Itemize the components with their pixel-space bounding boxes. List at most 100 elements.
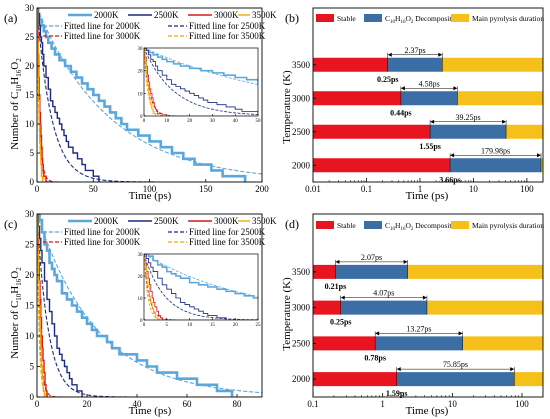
inset-fit-line <box>144 254 258 320</box>
y-tick-label: 20 <box>25 61 35 71</box>
duration-label: 13.27ps <box>406 324 431 333</box>
y-tick-label: 2000 <box>292 160 311 170</box>
stable-bar <box>313 264 336 279</box>
panel-d: (d) 2.07ps 0.21ps 3500 4.07ps 0.25ps 3000 13.2… <box>281 213 544 417</box>
x-tick-label: 40 <box>133 399 143 409</box>
inset-series-line <box>144 48 258 115</box>
stable-time-label: 0.78ps <box>364 353 386 362</box>
inset-x-tick-label: 50 <box>256 119 262 124</box>
remaining-bar <box>514 372 543 387</box>
legend-label: Fitted line for 3500K <box>189 237 266 247</box>
duration-label: 75.85ps <box>443 360 468 369</box>
legend-label: 2500K <box>154 10 179 20</box>
inset-y-tick-label: 20 <box>138 275 144 280</box>
series-line <box>37 214 46 397</box>
legend-label: Fitted line for 2000K <box>64 227 141 237</box>
y-tick-label: 25 <box>25 240 35 250</box>
remaining-bar <box>462 336 543 351</box>
inset-x-tick-label: 0 <box>143 323 146 328</box>
inset-fit-line <box>144 254 258 320</box>
y-tick-label: 10 <box>25 119 35 129</box>
series-line <box>37 8 247 182</box>
inset-y-tick-label: 0 <box>140 115 143 120</box>
arrow-head <box>438 52 443 57</box>
stable-time-label: 0.44ps <box>390 108 412 117</box>
y-tick-label: 30 <box>25 209 35 219</box>
legend-label: C10H16O2 Decomposition <box>385 14 461 25</box>
inset-fit-line <box>144 254 258 298</box>
stable-time-label: 3.66ps <box>439 175 461 184</box>
inset-series-line <box>144 48 156 116</box>
x-tick-label: 150 <box>199 184 213 194</box>
stable-bar <box>313 91 401 106</box>
y-tick-label: 0 <box>30 392 35 402</box>
panel-label: (a) <box>4 11 17 25</box>
arrow-head <box>340 295 345 300</box>
arrow-head <box>387 52 392 57</box>
legend-label: Main pyrolysis duration <box>472 221 544 230</box>
arrow-head <box>335 259 340 264</box>
arrow-head <box>430 119 435 124</box>
arrow-head <box>396 367 401 372</box>
legend: 2000K 2500K 3000K 3500K Fitted line for … <box>43 10 277 41</box>
panel-label: (c) <box>4 217 17 231</box>
decomposition-bar <box>396 372 515 387</box>
plot-area: 0 20 40 60 80 0 5 10 15 20 25 30 0 5 10 15 20 25 0 10 20 30 <box>25 209 263 409</box>
legend-label: Stable <box>337 221 356 230</box>
panel-label: (d) <box>285 217 299 231</box>
inset-series-line <box>144 254 258 299</box>
stable-bar <box>313 336 376 351</box>
arrow-head <box>458 331 463 336</box>
stable-time-label: 0.21ps <box>325 282 347 291</box>
x-tick-label: 1 <box>380 399 385 409</box>
duration-label: 2.37ps <box>404 46 425 55</box>
y-tick-label: 20 <box>25 270 35 280</box>
inset-x-tick-label: 20 <box>233 323 239 328</box>
y-tick-label: 2500 <box>292 338 311 348</box>
fit-line <box>37 8 262 175</box>
decomposition-bar <box>430 124 507 139</box>
x-axis-label: Time (ps) <box>406 405 449 417</box>
arrow-head <box>375 331 380 336</box>
inset-series-line <box>144 48 258 83</box>
inset: 0 5 10 15 20 25 0 10 20 30 <box>138 253 262 328</box>
x-tick-label: 200 <box>255 184 269 194</box>
stable-bar <box>313 300 341 315</box>
stable-bar <box>313 372 397 387</box>
duration-label: 2.07ps <box>361 253 382 262</box>
inset: 0 10 20 30 40 50 0 10 20 30 <box>138 47 262 124</box>
y-axis-label: Temperature (K) <box>281 70 293 144</box>
arrow-head <box>510 367 515 372</box>
arrow-head <box>422 295 427 300</box>
stable-bar <box>313 158 451 173</box>
y-axis-label: Number of C10H16O2 <box>9 58 23 150</box>
x-tick-label: 80 <box>233 399 243 409</box>
decomposition-bar <box>450 158 542 173</box>
y-axis-label: Number of C10H16O2 <box>9 267 23 359</box>
legend-swatch <box>364 221 382 229</box>
decomposition-bar <box>340 300 427 315</box>
legend-swatch <box>451 221 469 229</box>
inset-fit-line <box>144 254 258 320</box>
inset-x-tick-label: 25 <box>256 323 262 328</box>
inset-y-tick-label: 20 <box>138 70 144 75</box>
arrow-head <box>502 119 507 124</box>
panel-b: (b) 2.37ps 0.25ps 3500 4.58ps 0.44ps 3000 39.2… <box>281 7 544 202</box>
inset-fit-line <box>144 48 258 115</box>
series-line <box>37 8 100 182</box>
y-tick-label: 2000 <box>292 374 311 384</box>
x-tick-label: 100 <box>143 184 157 194</box>
legend-label: 3000K <box>214 10 239 20</box>
legend: Stable C10H16O2 Decomposition Main pyrol… <box>316 221 544 232</box>
x-tick-label: 0 <box>35 184 40 194</box>
stable-time-label: 1.55ps <box>419 142 441 151</box>
inset-y-tick-label: 30 <box>138 253 144 258</box>
duration-label: 4.58ps <box>419 79 440 88</box>
remaining-bar <box>457 91 543 106</box>
stable-time-label: 0.25ps <box>330 318 352 327</box>
arrow-head <box>403 259 408 264</box>
inset-frame <box>143 253 259 321</box>
legend-label: Fitted line for 2500K <box>189 227 266 237</box>
inset-y-tick-label: 0 <box>140 319 143 324</box>
